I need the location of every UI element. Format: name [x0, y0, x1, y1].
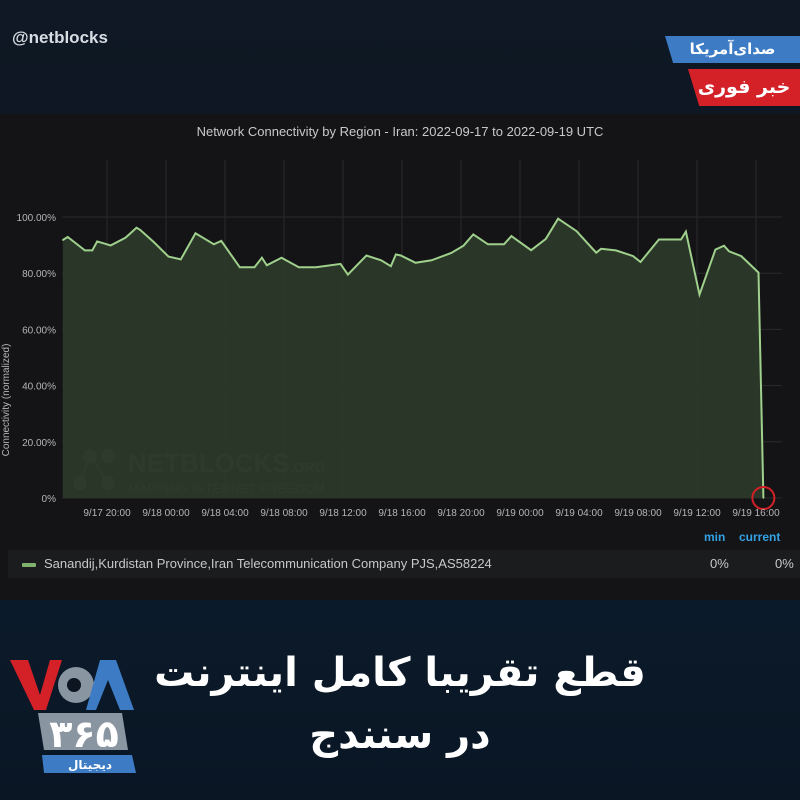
chart-title: Network Connectivity by Region - Iran: 2… — [196, 124, 604, 139]
data-point — [472, 233, 475, 236]
data-point — [510, 235, 513, 237]
data-point — [595, 251, 597, 254]
x-tick-label: 9/18 20:00 — [437, 508, 485, 519]
svg-text:۳۶۵: ۳۶۵ — [49, 712, 119, 756]
data-point — [685, 230, 687, 233]
voa-365-logo: ۳۶۵ دیجیتال — [10, 660, 136, 773]
data-point — [487, 243, 489, 246]
x-tick-label: 9/19 08:00 — [614, 508, 662, 519]
x-tick-label: 9/19 12:00 — [673, 508, 721, 519]
series-color-swatch — [22, 563, 36, 567]
data-point — [380, 259, 382, 262]
headline-line-2: در سنندج — [309, 712, 491, 758]
data-point — [135, 226, 138, 229]
data-point — [315, 266, 317, 269]
data-point — [503, 243, 505, 246]
data-point — [395, 253, 397, 256]
y-axis-label: Connectivity (normalized) — [1, 344, 12, 457]
data-point — [66, 236, 69, 238]
x-tick-label: 9/18 00:00 — [142, 508, 190, 519]
legend-row[interactable]: Sanandij,Kurdistan Province,Iran Telecom… — [8, 550, 800, 578]
x-tick-label: 9/17 20:00 — [83, 508, 131, 519]
data-point — [167, 255, 170, 258]
x-tick-label: 9/18 12:00 — [319, 508, 367, 519]
data-point — [220, 240, 223, 242]
data-point — [740, 255, 743, 257]
data-point — [530, 249, 532, 251]
data-point — [723, 244, 725, 247]
data-point — [96, 240, 98, 243]
data-point — [91, 249, 94, 252]
data-point — [430, 259, 433, 262]
data-point — [414, 262, 417, 264]
legend-series-name[interactable]: Sanandij,Kurdistan Province,Iran Telecom… — [44, 556, 492, 571]
data-point — [298, 266, 300, 269]
x-tick-label: 9/18 04:00 — [201, 508, 249, 519]
data-point — [632, 255, 634, 257]
data-point — [450, 252, 453, 254]
data-point — [152, 241, 155, 243]
legend-current-value: 0% — [775, 556, 794, 571]
data-point — [365, 254, 368, 257]
data-point — [339, 263, 342, 265]
y-tick-label: 40.00% — [22, 382, 56, 393]
data-point — [639, 261, 642, 263]
data-point — [698, 293, 701, 296]
data-point — [84, 249, 86, 252]
data-point — [139, 229, 141, 231]
data-point — [557, 217, 559, 220]
netblocks-handle: @netblocks — [12, 28, 108, 47]
y-tick-label: 20.00% — [22, 438, 56, 449]
x-tick-label: 9/19 04:00 — [555, 508, 603, 519]
data-point — [680, 238, 682, 241]
data-point — [757, 271, 760, 274]
data-point — [390, 265, 392, 268]
voa-badge: صدای‌آمریکا — [665, 36, 800, 63]
legend-min-value: 0% — [710, 556, 729, 571]
data-point — [347, 273, 349, 276]
data-point — [239, 266, 241, 269]
x-tick-label: 9/18 08:00 — [260, 508, 308, 519]
data-point — [575, 230, 578, 232]
data-point — [109, 244, 112, 247]
data-point — [280, 256, 283, 259]
data-point — [194, 232, 197, 235]
x-tick-label: 9/19 16:00 — [732, 508, 780, 519]
data-point — [213, 243, 215, 246]
series-line — [62, 217, 765, 499]
data-point — [762, 497, 765, 499]
data-point — [462, 244, 465, 247]
data-point — [600, 248, 602, 250]
data-point — [400, 254, 402, 257]
y-tick-label: 60.00% — [22, 325, 56, 336]
data-point — [62, 239, 64, 241]
headline-line-1: قطع تقریبا کامل اینترنت — [154, 650, 646, 696]
data-point — [658, 238, 660, 241]
data-point — [261, 256, 263, 259]
data-point — [615, 249, 617, 252]
y-tick-label: 0% — [42, 494, 57, 505]
data-point — [714, 248, 717, 251]
legend-current-header[interactable]: current — [739, 530, 781, 544]
data-point — [545, 238, 547, 240]
x-tick-label: 9/18 16:00 — [378, 508, 426, 519]
y-tick-label: 80.00% — [22, 269, 56, 280]
y-tick-label: 100.00% — [17, 213, 57, 224]
data-point — [180, 258, 182, 261]
data-point — [266, 264, 268, 267]
series-area — [62, 218, 764, 498]
svg-text:دیجیتال: دیجیتال — [68, 758, 112, 772]
outage-highlight-circle — [751, 486, 776, 510]
data-point — [253, 266, 256, 269]
x-tick-label: 9/19 00:00 — [496, 508, 544, 519]
data-point — [124, 237, 127, 239]
breaking-news-badge: خبر فوری — [688, 69, 800, 106]
legend-min-header[interactable]: min — [704, 530, 726, 544]
data-point — [728, 250, 730, 253]
